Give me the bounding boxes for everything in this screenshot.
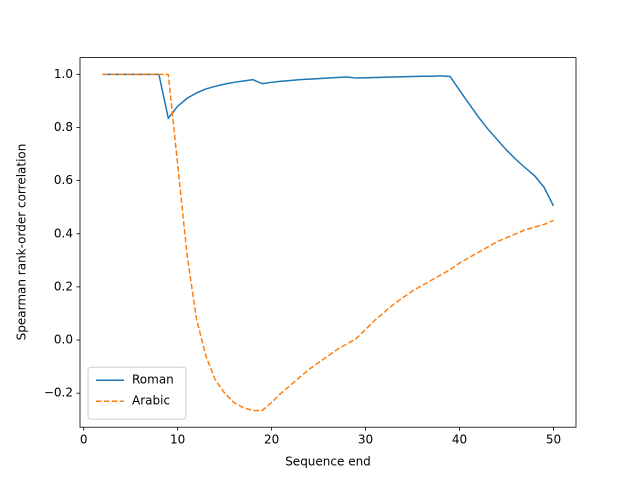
y-tick-label: 0.0: [54, 333, 73, 347]
x-tick-label: 10: [170, 433, 185, 447]
plot-frame: [79, 57, 577, 428]
x-tick-label: 0: [80, 433, 88, 447]
y-axis-label: Spearman rank-order correlation: [15, 144, 29, 341]
x-tick-label: 20: [264, 433, 279, 447]
y-tick-label: 1.0: [54, 67, 73, 81]
x-axis-label: Sequence end: [285, 455, 371, 469]
y-tick-label: −0.2: [44, 386, 73, 400]
y-tick-label: 0.2: [54, 279, 73, 293]
y-tick-label: 0.4: [54, 226, 73, 240]
y-tick-label: 0.8: [54, 120, 73, 134]
line-series: [102, 73, 555, 207]
x-tick-label: 40: [452, 433, 467, 447]
x-tick-label: 30: [358, 433, 373, 447]
y-tick-label: 0.6: [54, 173, 73, 187]
legend-label: Arabic: [132, 394, 170, 408]
x-tick-label: 50: [546, 433, 561, 447]
legend-label: Roman: [132, 373, 174, 387]
line-series: [102, 73, 554, 412]
